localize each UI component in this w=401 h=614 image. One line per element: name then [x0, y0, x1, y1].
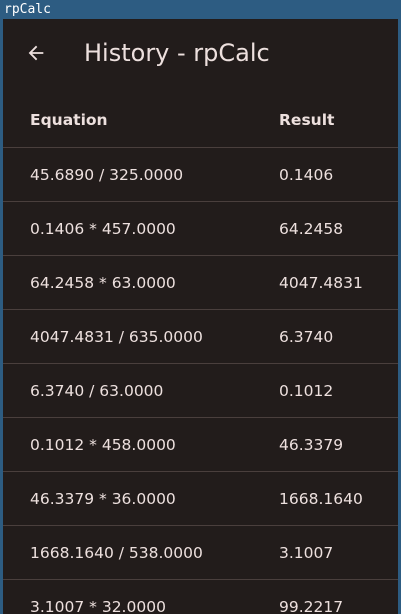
equation-cell: 0.1012 * 458.0000 [30, 435, 176, 454]
result-cell: 4047.4831 [279, 273, 363, 292]
table-row[interactable]: 0.1012 * 458.0000 46.3379 [3, 418, 398, 472]
history-table: Equation Result 45.6890 / 325.0000 0.140… [3, 93, 398, 614]
result-cell: 46.3379 [279, 435, 344, 454]
table-row[interactable]: 3.1007 * 32.0000 99.2217 [3, 580, 398, 614]
equation-cell: 4047.4831 / 635.0000 [30, 327, 203, 346]
equation-cell: 64.2458 * 63.0000 [30, 273, 176, 292]
table-row[interactable]: 1668.1640 / 538.0000 3.1007 [3, 526, 398, 580]
column-header-equation: Equation [30, 111, 108, 129]
equation-cell: 1668.1640 / 538.0000 [30, 543, 203, 562]
table-row[interactable]: 0.1406 * 457.0000 64.2458 [3, 202, 398, 256]
column-header-result: Result [279, 111, 335, 129]
table-row[interactable]: 4047.4831 / 635.0000 6.3740 [3, 310, 398, 364]
page-title: History - rpCalc [84, 39, 270, 67]
equation-cell: 6.3740 / 63.0000 [30, 381, 164, 400]
result-cell: 0.1406 [279, 165, 334, 184]
table-row[interactable]: 6.3740 / 63.0000 0.1012 [3, 364, 398, 418]
result-cell: 0.1012 [279, 381, 334, 400]
app-bar: History - rpCalc [3, 19, 398, 87]
equation-cell: 3.1007 * 32.0000 [30, 597, 166, 614]
equation-cell: 0.1406 * 457.0000 [30, 219, 176, 238]
result-cell: 64.2458 [279, 219, 344, 238]
table-row[interactable]: 46.3379 * 36.0000 1668.1640 [3, 472, 398, 526]
result-cell: 99.2217 [279, 597, 344, 614]
window-titlebar: rpCalc [0, 0, 401, 19]
arrow-left-icon [28, 45, 44, 61]
equation-cell: 45.6890 / 325.0000 [30, 165, 184, 184]
result-cell: 3.1007 [279, 543, 334, 562]
result-cell: 1668.1640 [279, 489, 363, 508]
back-button[interactable] [19, 36, 53, 70]
table-row[interactable]: 64.2458 * 63.0000 4047.4831 [3, 256, 398, 310]
table-header-row: Equation Result [3, 93, 398, 148]
result-cell: 6.3740 [279, 327, 334, 346]
table-row[interactable]: 45.6890 / 325.0000 0.1406 [3, 148, 398, 202]
equation-cell: 46.3379 * 36.0000 [30, 489, 176, 508]
history-screen: History - rpCalc Equation Result 45.6890… [3, 19, 398, 614]
